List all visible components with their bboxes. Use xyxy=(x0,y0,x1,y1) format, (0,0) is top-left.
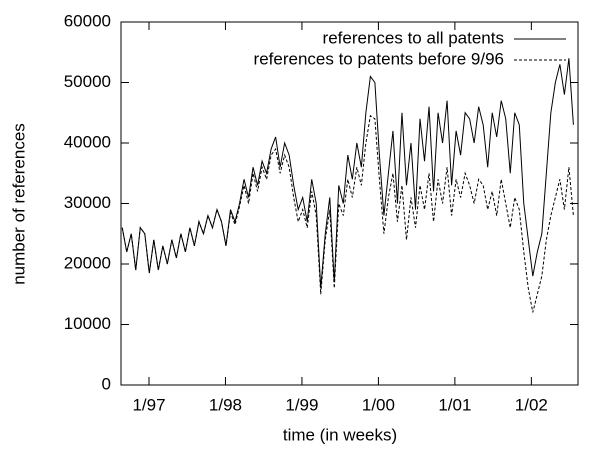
y-tick-label: 10000 xyxy=(64,314,111,333)
x-axis-label: time (in weeks) xyxy=(283,425,397,444)
plot-frame xyxy=(120,21,579,386)
series-line xyxy=(121,58,574,289)
y-tick-label: 60000 xyxy=(64,11,111,30)
x-tick-label: 1/97 xyxy=(132,395,165,414)
legend-label: references to all patents xyxy=(323,28,504,47)
y-tick-label: 50000 xyxy=(64,72,111,91)
legend-label: references to patents before 9/96 xyxy=(254,49,504,68)
x-tick-label: 1/98 xyxy=(209,395,242,414)
x-tick-label: 1/99 xyxy=(285,395,318,414)
x-tick-label: 1/01 xyxy=(438,395,471,414)
y-tick-label: 20000 xyxy=(64,253,111,272)
y-tick-label: 0 xyxy=(102,374,111,393)
x-tick-label: 1/00 xyxy=(362,395,395,414)
series-line xyxy=(121,114,574,313)
y-tick-label: 40000 xyxy=(64,132,111,151)
x-tick-label: 1/02 xyxy=(515,395,548,414)
y-tick-label: 30000 xyxy=(64,193,111,212)
y-axis-label: number of references xyxy=(9,123,28,285)
